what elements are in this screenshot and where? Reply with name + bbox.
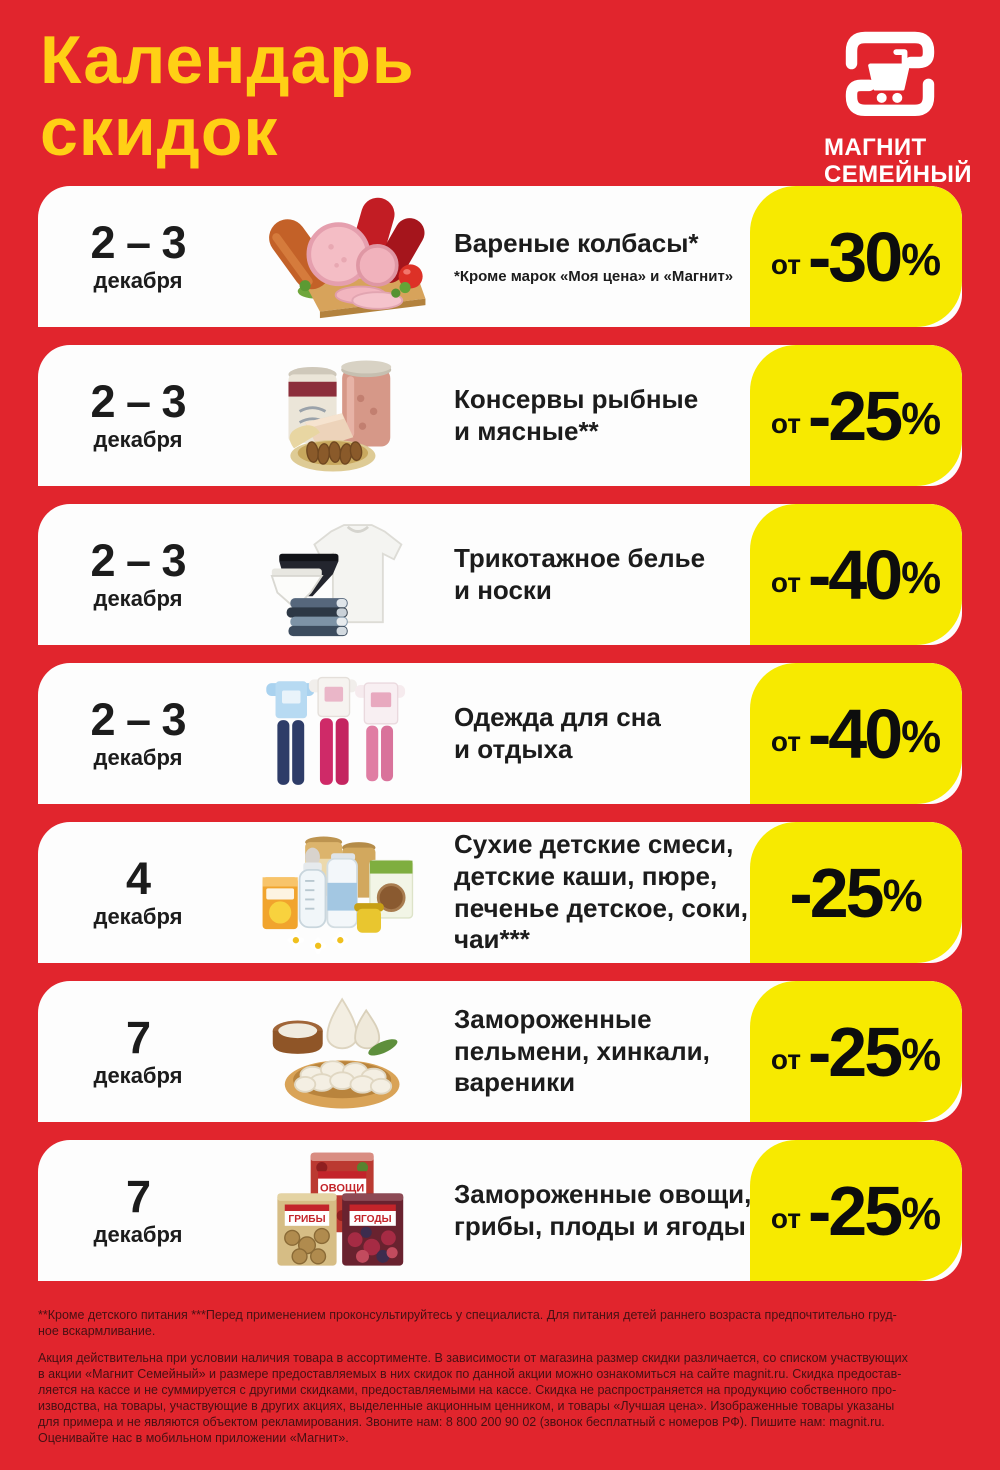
- date-month: декабря: [93, 1221, 183, 1247]
- product-description: Замороженные пельмени, хинкали, вареники: [450, 1004, 962, 1099]
- product-image-boiled-sausages: [238, 195, 450, 319]
- discount-date: 7 декабря: [38, 1174, 238, 1248]
- product-description: Замороженные овощи, грибы, плоды и ягоды: [450, 1179, 962, 1242]
- discount-date: 2 – 3 декабря: [38, 220, 238, 294]
- date-month: декабря: [93, 585, 183, 611]
- discount-amount: -40: [807, 535, 903, 614]
- product-description: Трикотажное белье и носки: [450, 543, 962, 606]
- product-note: *Кроме марок «Моя цена» и «Магнит»: [454, 268, 734, 286]
- brand-name-line2: СЕМЕЙНЫЙ: [824, 161, 972, 189]
- discount-prefix: от: [770, 407, 801, 439]
- magnit-cart-icon: [845, 31, 935, 117]
- discount-card-knitwear: 2 – 3 декабря Трикотажное бе: [38, 504, 962, 645]
- discount-amount: -25: [807, 1171, 903, 1250]
- discount-amount: -25: [807, 376, 903, 455]
- product-image-sleepwear: [238, 672, 450, 796]
- date-days: 2 – 3: [90, 693, 186, 745]
- discount-percent-sign: %: [882, 869, 923, 921]
- discount-percent-sign: %: [901, 233, 942, 285]
- discount-amount: -25: [789, 853, 884, 932]
- brand-name-line1: МАГНИТ: [824, 134, 927, 161]
- discount-card-canned: 2 – 3 декабря: [38, 345, 962, 486]
- product-description: Вареные колбасы* *Кроме марок «Моя цена»…: [450, 228, 962, 286]
- discount-date: 4 декабря: [38, 856, 238, 930]
- date-days: 4: [125, 852, 151, 904]
- discount-card-sleepwear: 2 – 3 декабря: [38, 663, 962, 804]
- product-image-frozen-dumplings: [238, 990, 450, 1114]
- product-description: Сухие детские смеси, детские каши, пюре,…: [450, 829, 962, 956]
- date-days: 7: [125, 1170, 151, 1222]
- discount-prefix: от: [770, 1202, 801, 1234]
- discount-percent-sign: %: [901, 1187, 942, 1239]
- header: Календарь скидок МАГНИТ СЕМЕЙНЫЙ: [38, 0, 971, 188]
- date-days: 2 – 3: [90, 375, 186, 427]
- discount-card-dumplings: 7 декабря: [38, 981, 962, 1122]
- discount-prefix: от: [770, 725, 801, 757]
- product-title: Одежда для сна и отдыха: [454, 701, 661, 764]
- footnote-baby-food: **Кроме детского питания ***Перед примен…: [38, 1308, 897, 1338]
- discount-card-baby-food: 4 декабря: [38, 822, 962, 963]
- date-days: 7: [125, 1011, 151, 1063]
- date-month: декабря: [93, 267, 183, 293]
- date-days: 2 – 3: [90, 534, 186, 586]
- product-image-knitwear-and-socks: [238, 513, 450, 637]
- product-title: Замороженные овощи, грибы, плоды и ягоды: [454, 1178, 752, 1241]
- discount-badge: -25 %: [750, 822, 962, 963]
- product-image-canned-fish-and-meat: [238, 354, 450, 478]
- product-title: Трикотажное белье и носки: [454, 542, 706, 605]
- discount-percent-sign: %: [901, 392, 942, 444]
- discount-prefix: от: [770, 566, 801, 598]
- date-month: декабря: [93, 903, 183, 929]
- product-title: Консервы рыбные и мясные**: [454, 383, 699, 446]
- product-title: Сухие детские смеси, детские каши, пюре,…: [454, 829, 748, 955]
- product-image-baby-food: [238, 831, 450, 955]
- product-image-frozen-vegetables: ОВОЩИ ГРИБЫ: [238, 1149, 450, 1273]
- page-title: Календарь скидок: [40, 22, 415, 171]
- date-month: декабря: [93, 426, 183, 452]
- discount-percent-sign: %: [901, 710, 942, 762]
- discount-percent-sign: %: [901, 1028, 942, 1080]
- discount-prefix: от: [770, 1043, 801, 1075]
- product-description: Консервы рыбные и мясные**: [450, 384, 962, 447]
- discount-amount: -40: [807, 694, 903, 773]
- discount-badge: от -25 %: [750, 1140, 962, 1281]
- discount-card-sausages: 2 – 3 декабря: [38, 186, 962, 327]
- date-days: 2 – 3: [90, 216, 186, 268]
- discount-date: 2 – 3 декабря: [38, 379, 238, 453]
- pack-label-berries: ЯГОДЫ: [354, 1214, 392, 1225]
- discount-badge: от -40 %: [750, 663, 962, 804]
- discount-card-list: 2 – 3 декабря: [38, 186, 962, 1281]
- discount-percent-sign: %: [901, 551, 942, 603]
- discount-amount: -25: [807, 1012, 903, 1091]
- discount-badge: от -25 %: [750, 345, 962, 486]
- legal-footer: **Кроме детского питания ***Перед примен…: [38, 1307, 962, 1446]
- discount-amount: -30: [807, 217, 903, 296]
- date-month: декабря: [93, 1062, 183, 1088]
- pack-label-mushrooms: ГРИБЫ: [288, 1214, 325, 1225]
- product-title: Замороженные пельмени, хинкали, вареники: [454, 1003, 710, 1098]
- product-title: Вареные колбасы*: [454, 227, 699, 258]
- discount-date: 7 декабря: [38, 1015, 238, 1089]
- discount-badge: от -30 %: [750, 186, 962, 327]
- discount-prefix: от: [770, 248, 801, 280]
- promo-terms: Акция действительна при условии наличия …: [38, 1351, 908, 1445]
- brand-name: МАГНИТ СЕМЕЙНЫЙ: [824, 134, 972, 188]
- discount-date: 2 – 3 декабря: [38, 538, 238, 612]
- discount-badge: от -40 %: [750, 504, 962, 645]
- brand-logo: МАГНИТ СЕМЕЙНЫЙ: [824, 24, 976, 188]
- discount-date: 2 – 3 декабря: [38, 697, 238, 771]
- date-month: декабря: [93, 744, 183, 770]
- discount-card-frozen-veg: 7 декабря ОВОЩИ: [38, 1140, 962, 1281]
- product-description: Одежда для сна и отдыха: [450, 702, 962, 765]
- pack-label-vegetables: ОВОЩИ: [320, 1182, 364, 1194]
- discount-badge: от -25 %: [750, 981, 962, 1122]
